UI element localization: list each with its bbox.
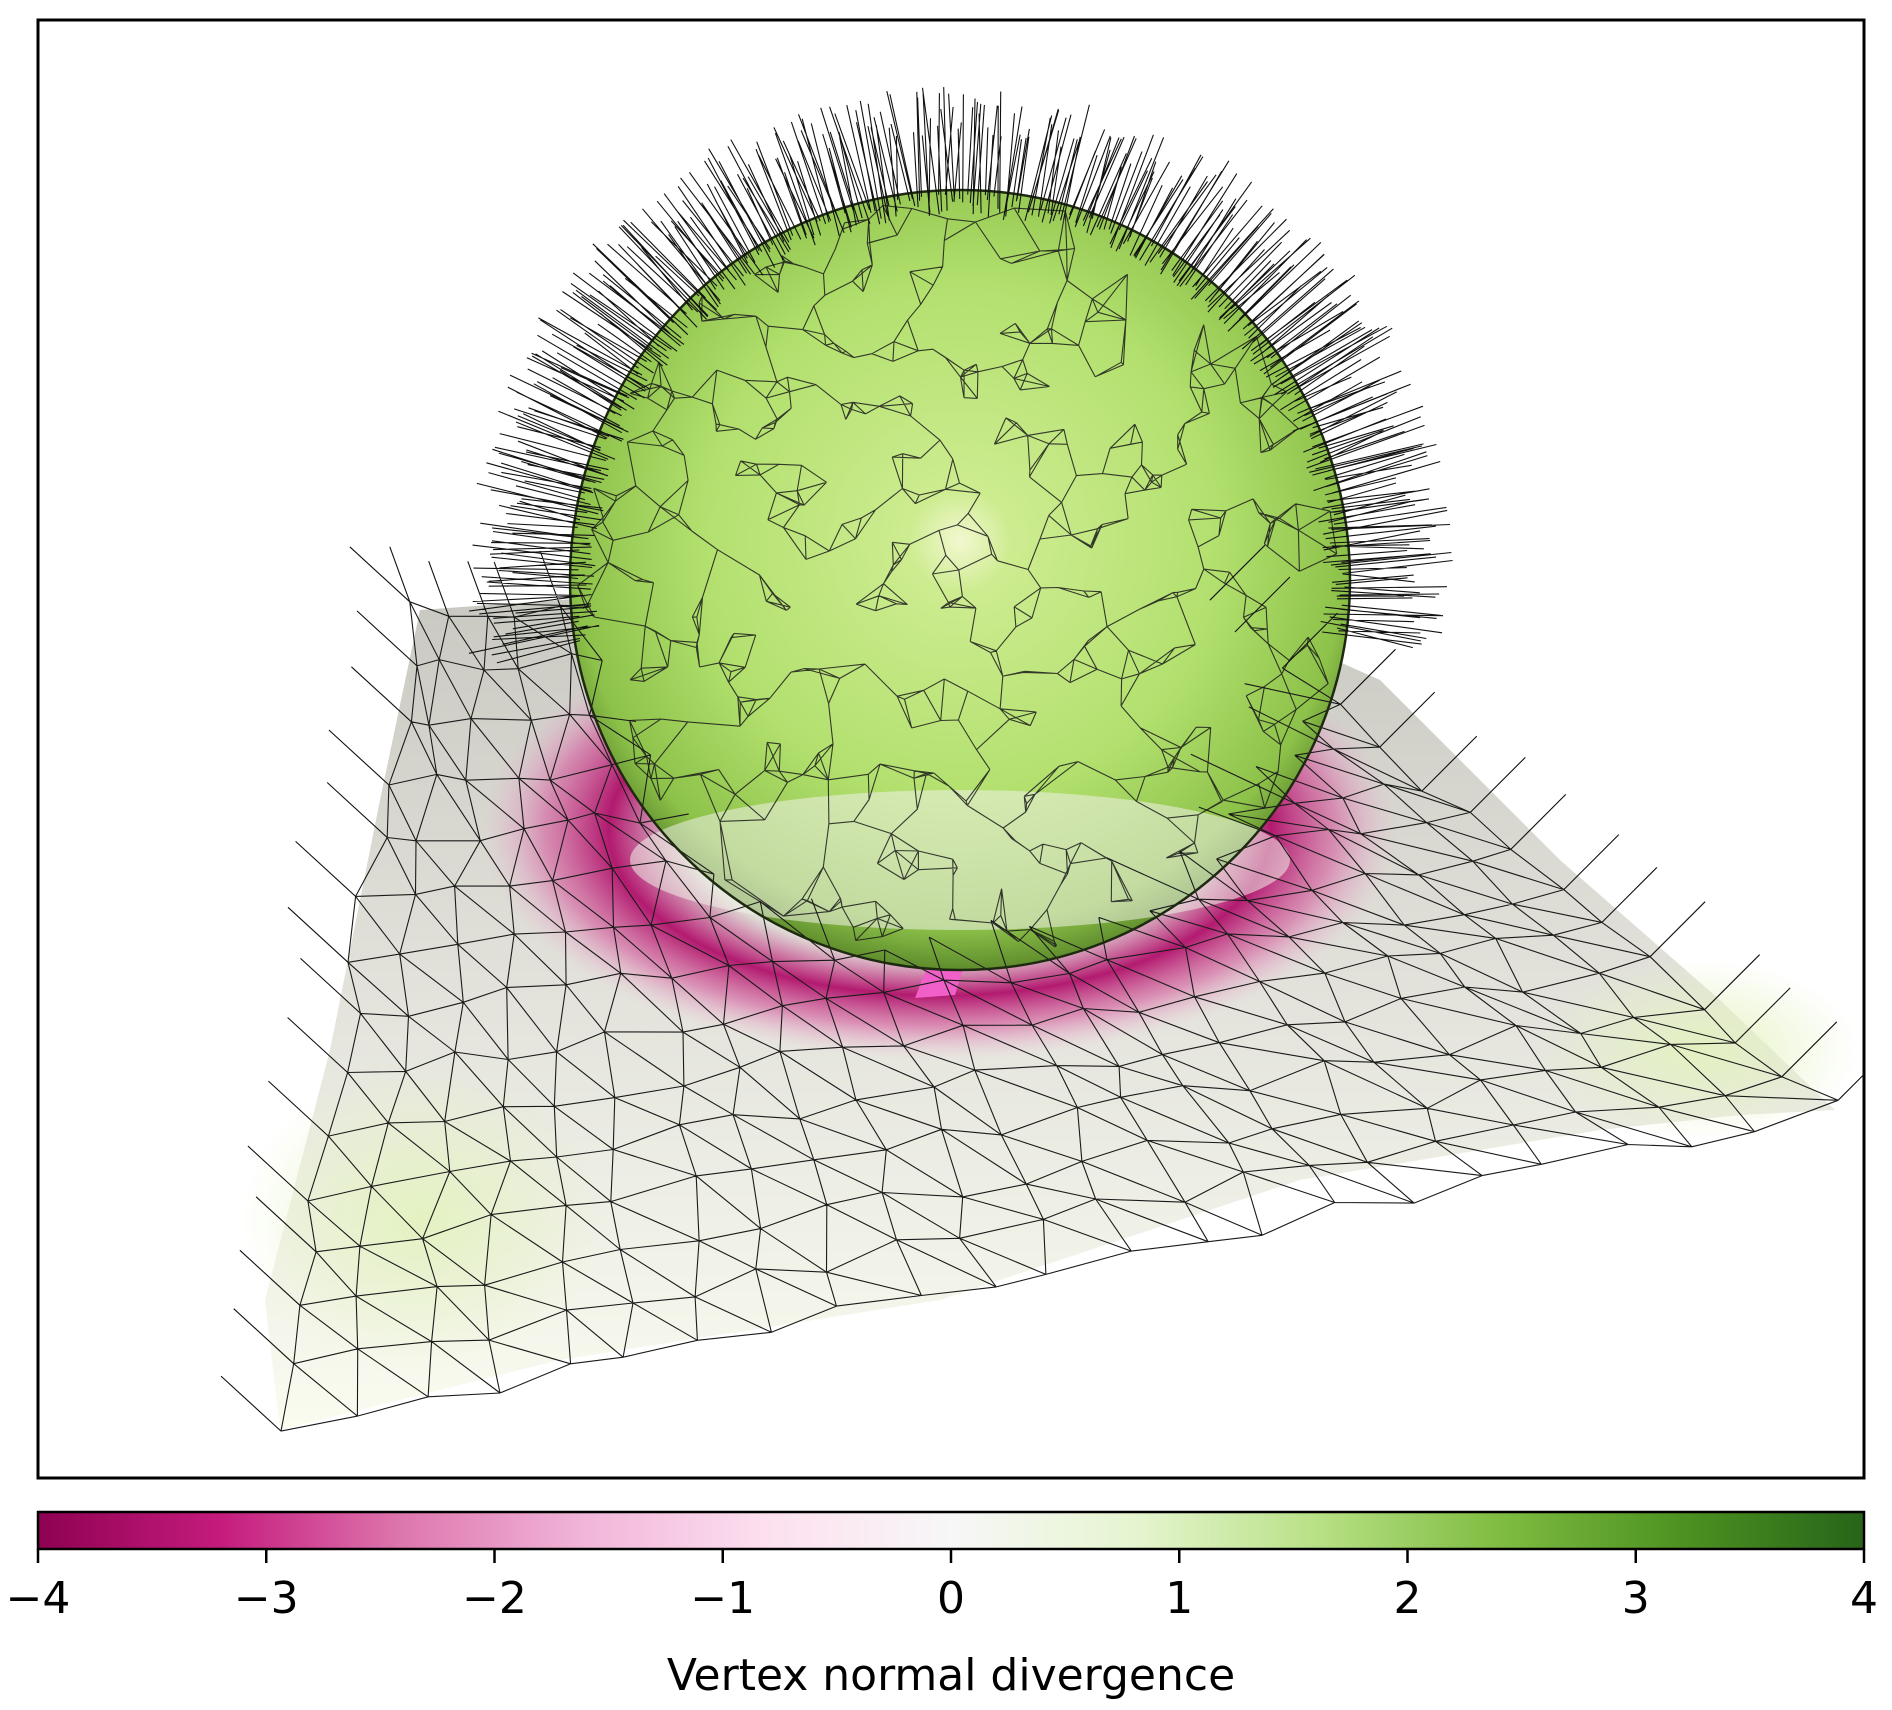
vertex-normals [220,87,1864,1432]
colorbar-label: Vertex normal divergence [667,1650,1235,1701]
plane-corner-left-shade [240,1070,600,1370]
colorbar-tick-label: 1 [1165,1573,1193,1624]
colorbar: −4 −3 −2 −1 0 1 2 3 4 Vertex normal divergence [6,1510,1878,1701]
sphere-bottom-shadow [630,790,1290,930]
colorbar-tick-label: 4 [1850,1573,1878,1624]
colorbar-tick-label: −3 [234,1573,299,1624]
colorbar-tick-label: 3 [1622,1573,1650,1624]
colorbar-tick-label: −2 [462,1573,527,1624]
colorbar-tick-label: −1 [690,1573,755,1624]
colorbar-tick-label: 0 [937,1573,965,1624]
normal-lines [220,87,1864,1432]
colorbar-tick-label: 2 [1394,1573,1422,1624]
sphere-edges [577,204,1338,948]
plane-edges [280,601,1839,1432]
plane-wireframe [280,601,1839,1432]
colorbar-tick-label: −4 [6,1573,71,1624]
plane-corner-right-shade [1540,960,1860,1140]
colorbar-gradient [38,1512,1864,1549]
